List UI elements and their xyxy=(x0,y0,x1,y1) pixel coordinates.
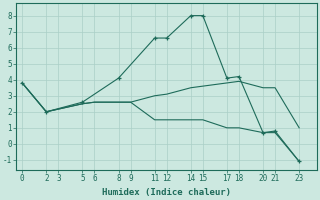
X-axis label: Humidex (Indice chaleur): Humidex (Indice chaleur) xyxy=(102,188,231,197)
